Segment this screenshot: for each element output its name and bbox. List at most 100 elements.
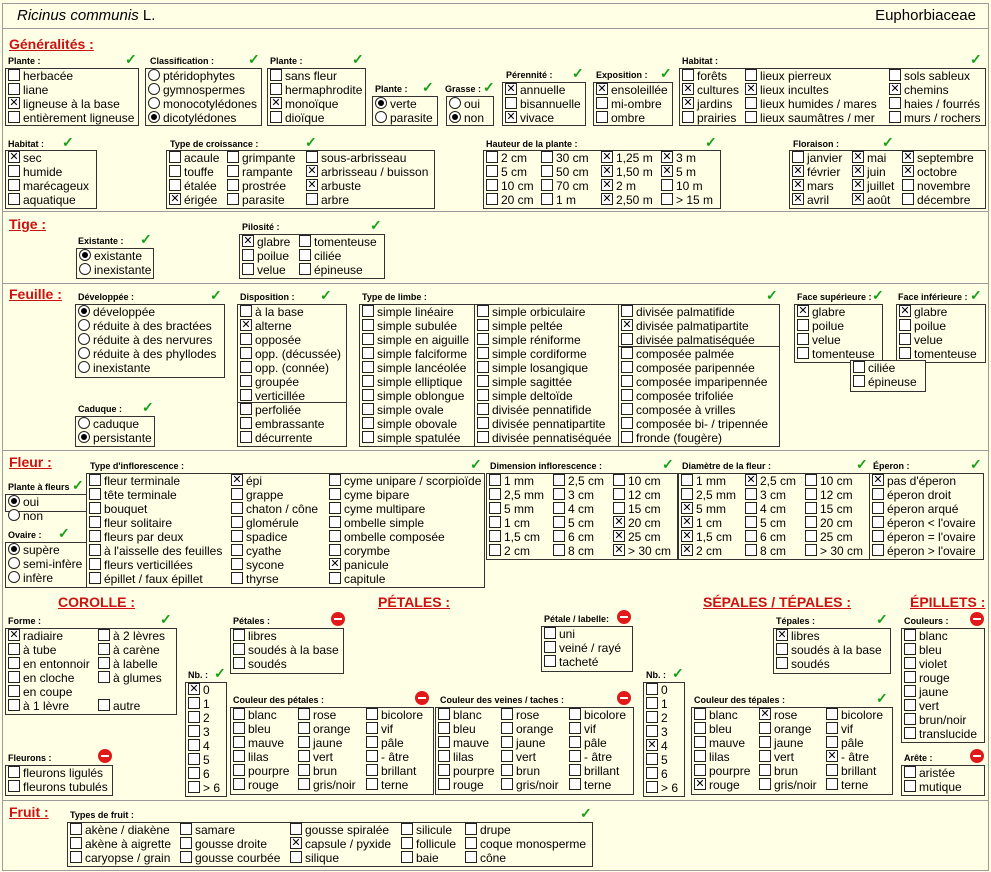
- checkbox-mark[interactable]: [227, 165, 239, 177]
- checkbox-ct_c-1[interactable]: vif: [826, 722, 853, 736]
- checkbox-mark[interactable]: [188, 781, 200, 793]
- checkbox-mark[interactable]: [613, 488, 625, 500]
- checkbox-nb1-2[interactable]: 2: [188, 711, 210, 725]
- radio-ovaire-0[interactable]: supère: [8, 543, 60, 557]
- checkbox-forme_b-0[interactable]: à 2 lèvres: [98, 629, 165, 643]
- checkbox-habitat1c-1[interactable]: chemins: [889, 83, 949, 97]
- checkbox-mark[interactable]: [805, 488, 817, 500]
- checkbox-mark[interactable]: [805, 544, 817, 556]
- checkbox-mark[interactable]: [89, 488, 101, 500]
- checkbox-mark[interactable]: [544, 655, 556, 667]
- checkbox-couleurs-2[interactable]: violet: [904, 657, 947, 671]
- checkbox-mark[interactable]: [89, 544, 101, 556]
- checkbox-nb2-3[interactable]: 3: [646, 725, 668, 739]
- checkbox-fruit_b-0[interactable]: samare: [180, 823, 235, 837]
- checkbox-forme_b-5[interactable]: autre: [98, 699, 140, 713]
- checkbox-mark[interactable]: [489, 474, 501, 486]
- checkbox-cv_a-2[interactable]: mauve: [438, 736, 489, 750]
- checkbox-dim_c-2[interactable]: 15 cm: [613, 502, 661, 516]
- checkbox-habitat1a-2[interactable]: jardins: [682, 97, 732, 111]
- checkbox-mark[interactable]: [298, 736, 310, 748]
- checkbox-mark[interactable]: [902, 151, 914, 163]
- checkbox-mark[interactable]: [899, 333, 911, 345]
- checkbox-mark[interactable]: [569, 750, 581, 762]
- checkbox-nb1-1[interactable]: 1: [188, 697, 210, 711]
- checkbox-floraison_b-0[interactable]: mai: [852, 151, 886, 165]
- checkbox-mark[interactable]: [759, 750, 771, 762]
- radio-classification-3[interactable]: dicotylédones: [148, 111, 236, 125]
- checkbox-fruit_b-1[interactable]: gousse droite: [180, 837, 267, 851]
- radio-classification-1[interactable]: gymnospermes: [148, 83, 245, 97]
- checkbox-mark[interactable]: [465, 823, 477, 835]
- checkbox-croissance_c-2[interactable]: arbuste: [306, 179, 361, 193]
- checkbox-mark[interactable]: [501, 736, 513, 748]
- checkbox-mark[interactable]: [852, 179, 864, 191]
- checkbox-mark[interactable]: [299, 235, 311, 247]
- checkbox-ct_b-5[interactable]: gris/noir: [759, 778, 817, 792]
- checkbox-face_sup-3[interactable]: tomenteuse: [797, 347, 875, 361]
- checkbox-forme_b-1[interactable]: à carène: [98, 643, 160, 657]
- radio-classification-0[interactable]: ptéridophytes: [148, 69, 235, 83]
- checkbox-mark[interactable]: [745, 83, 757, 95]
- checkbox-face_inf-1[interactable]: poilue: [899, 319, 946, 333]
- checkbox-ct_c-0[interactable]: bicolore: [826, 708, 883, 722]
- checkbox-mark[interactable]: [902, 179, 914, 191]
- checkbox-dim_a-0[interactable]: 1 mm: [489, 474, 534, 488]
- checkbox-mark[interactable]: [904, 727, 916, 739]
- checkbox-mark[interactable]: [553, 474, 565, 486]
- checkbox-nb2-4[interactable]: 4: [646, 739, 668, 753]
- checkbox-mark[interactable]: [8, 699, 20, 711]
- checkbox-mark[interactable]: [8, 671, 20, 683]
- checkbox-cp_b-2[interactable]: jaune: [298, 736, 342, 750]
- checkbox-mark[interactable]: [694, 708, 706, 720]
- checkbox-forme_a-2[interactable]: en entonnoir: [8, 657, 90, 671]
- checkbox-mark[interactable]: [805, 516, 817, 528]
- checkbox-mark[interactable]: [826, 708, 838, 720]
- checkbox-mark[interactable]: [290, 851, 302, 863]
- radio-mark[interactable]: [148, 111, 160, 123]
- radio-mark[interactable]: [8, 509, 20, 521]
- checkbox-mark[interactable]: [553, 530, 565, 542]
- checkbox-mark[interactable]: [242, 235, 254, 247]
- checkbox-disposition_a-2[interactable]: opposée: [240, 333, 301, 347]
- checkbox-mark[interactable]: [366, 778, 378, 790]
- checkbox-mark[interactable]: [745, 530, 757, 542]
- checkbox-floraison_b-2[interactable]: juillet: [852, 179, 894, 193]
- checkbox-dim_c-1[interactable]: 12 cm: [613, 488, 661, 502]
- radio-grasse-0[interactable]: oui: [449, 97, 480, 111]
- checkbox-cv_b-1[interactable]: orange: [501, 722, 553, 736]
- checkbox-limbe_a-7[interactable]: simple ovale: [362, 403, 444, 417]
- checkbox-mark[interactable]: [805, 530, 817, 542]
- radio-mark[interactable]: [8, 543, 20, 555]
- checkbox-couleurs-0[interactable]: blanc: [904, 629, 948, 643]
- checkbox-arete-1[interactable]: mutique: [904, 780, 962, 794]
- checkbox-mark[interactable]: [89, 502, 101, 514]
- checkbox-mark[interactable]: [797, 347, 809, 359]
- checkbox-croissance_a-3[interactable]: érigée: [169, 193, 217, 207]
- checkbox-limbe_b-9[interactable]: divisée pennatiséquée: [477, 431, 611, 445]
- checkbox-mark[interactable]: [188, 753, 200, 765]
- checkbox-mark[interactable]: [362, 389, 374, 401]
- checkbox-mark[interactable]: [501, 778, 513, 790]
- checkbox-mark[interactable]: [231, 502, 243, 514]
- checkbox-mark[interactable]: [489, 516, 501, 528]
- checkbox-mark[interactable]: [682, 69, 694, 81]
- checkbox-limbe_b-1[interactable]: simple peltée: [477, 319, 563, 333]
- checkbox-mark[interactable]: [613, 516, 625, 528]
- checkbox-mark[interactable]: [872, 488, 884, 500]
- checkbox-mark[interactable]: [797, 305, 809, 317]
- checkbox-limbe_b-4[interactable]: simple losangique: [477, 361, 588, 375]
- checkbox-mark[interactable]: [541, 165, 553, 177]
- checkbox-pilosite_a-2[interactable]: velue: [242, 263, 286, 277]
- checkbox-mark[interactable]: [745, 111, 757, 123]
- checkbox-cv_b-2[interactable]: jaune: [501, 736, 545, 750]
- checkbox-mark[interactable]: [569, 722, 581, 734]
- checkbox-ct_b-2[interactable]: jaune: [759, 736, 803, 750]
- checkbox-mark[interactable]: [477, 319, 489, 331]
- checkbox-nb2-5[interactable]: 5: [646, 753, 668, 767]
- checkbox-diam_c-2[interactable]: 15 cm: [805, 502, 853, 516]
- checkbox-mark[interactable]: [646, 711, 658, 723]
- checkbox-ct_c-2[interactable]: pâle: [826, 736, 864, 750]
- checkbox-diam_c-3[interactable]: 20 cm: [805, 516, 853, 530]
- checkbox-mark[interactable]: [231, 572, 243, 584]
